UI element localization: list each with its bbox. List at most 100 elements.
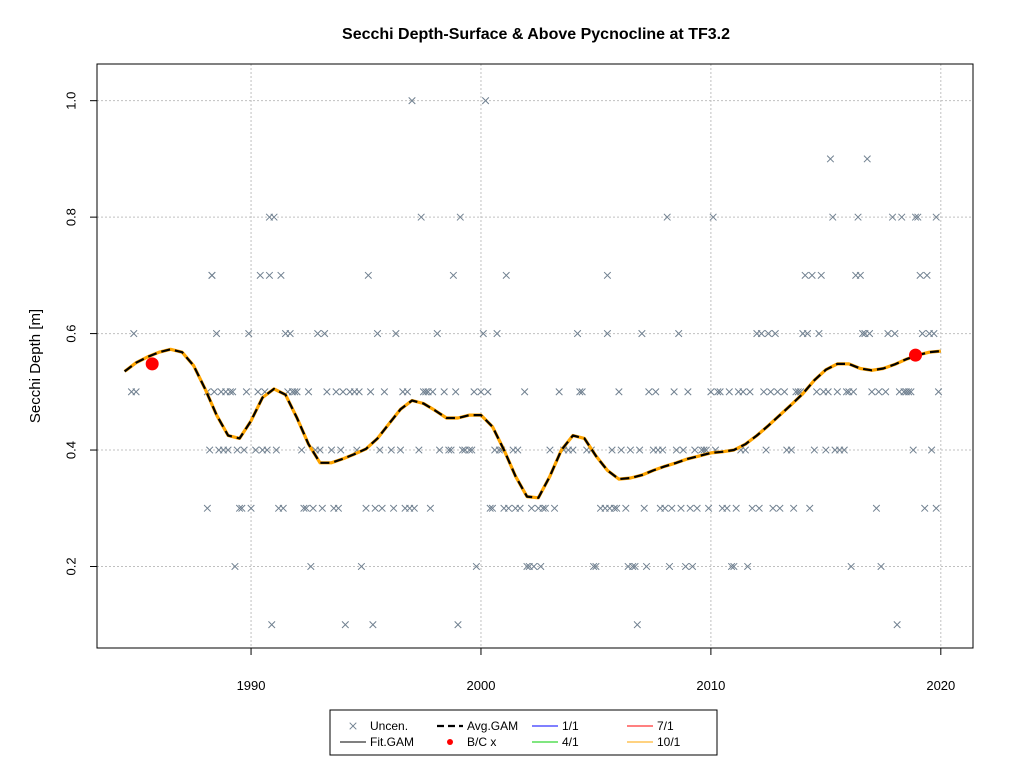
uncen-point: [904, 388, 913, 396]
uncen-point: [208, 271, 216, 280]
uncen-point-stroke: [224, 446, 232, 454]
uncen-point-stroke: [261, 388, 269, 396]
uncen-point: [790, 504, 798, 512]
uncen-point: [672, 446, 681, 454]
uncen-point: [318, 504, 326, 512]
uncen-point: [608, 446, 616, 454]
uncen-point-stroke: [516, 504, 524, 512]
uncen-point-stroke: [472, 562, 481, 571]
uncen-point-stroke: [858, 329, 867, 338]
uncen-point: [629, 562, 637, 571]
uncen-point: [693, 504, 701, 512]
uncen-point: [748, 504, 756, 512]
uncen-point: [314, 329, 322, 338]
uncen-point: [422, 388, 430, 396]
uncen-point: [872, 504, 881, 512]
uncen-point: [247, 504, 255, 512]
uncen-point: [780, 388, 789, 396]
uncen-point: [541, 504, 550, 512]
uncen-point: [447, 446, 455, 454]
uncen-point: [700, 446, 708, 454]
uncen-point-stroke: [369, 621, 377, 629]
uncen-point-stroke: [410, 504, 418, 512]
uncen-point: [868, 388, 876, 396]
uncen-point-stroke: [796, 388, 805, 396]
uncen-point-stroke: [366, 388, 375, 396]
uncen-point: [884, 329, 892, 338]
y-axis: 0.2 0.4 0.6 0.8 1.0: [64, 92, 97, 576]
uncen-point-stroke: [622, 504, 630, 512]
uncen-point: [520, 388, 529, 396]
uncen-point-stroke: [247, 504, 255, 512]
uncen-point-stroke: [767, 388, 775, 396]
uncen-point: [603, 329, 612, 338]
uncen-point-stroke: [932, 213, 940, 221]
uncen-point-stroke: [824, 388, 832, 396]
uncen-point: [228, 388, 237, 396]
uncen-point: [881, 388, 890, 396]
uncen-point-stroke: [610, 504, 618, 512]
plot-frame: [96, 63, 974, 649]
uncen-point: [477, 388, 485, 396]
uncen-point: [576, 388, 584, 396]
uncen-point-stroke: [914, 213, 922, 221]
uncen-point: [677, 504, 685, 512]
uncen-point-stroke: [592, 562, 600, 571]
uncen-point: [238, 504, 246, 512]
uncen-point-stroke: [203, 504, 212, 512]
uncen-point-stroke: [617, 446, 625, 454]
uncen-point: [817, 271, 825, 280]
uncen-point: [251, 446, 260, 454]
uncen-point-stroke: [364, 271, 372, 280]
uncen-point-stroke: [808, 271, 816, 280]
uncen-point-stroke: [392, 329, 400, 338]
uncen-point: [707, 388, 715, 396]
uncen-point-stroke: [589, 562, 598, 571]
uncen-point-stroke: [603, 329, 612, 338]
uncen-point-stroke: [725, 388, 733, 396]
uncen-point: [256, 271, 264, 280]
uncen-point-stroke: [132, 388, 140, 396]
legend-label: 7/1: [657, 719, 674, 733]
uncen-point: [645, 388, 653, 396]
uncen-point: [725, 388, 733, 396]
uncen-point-stroke: [415, 446, 423, 454]
uncen-point: [610, 504, 618, 512]
uncen-point-stroke: [854, 213, 862, 221]
uncen-point-stroke: [465, 446, 474, 454]
uncen-point: [380, 388, 389, 396]
uncen-point-stroke: [744, 562, 752, 571]
uncen-point-stroke: [445, 446, 453, 454]
uncen-point: [911, 213, 920, 221]
uncen-point: [341, 621, 349, 629]
uncen-point-stroke: [803, 329, 812, 338]
y-tick-label: 0.2: [64, 557, 79, 575]
uncen-point-stroke: [923, 271, 931, 280]
uncen-point-stroke: [380, 388, 389, 396]
uncen-point: [787, 446, 796, 454]
uncen-point-stroke: [316, 446, 324, 454]
uncen-point: [454, 621, 462, 629]
uncen-point: [856, 271, 864, 280]
uncen-point: [226, 388, 235, 396]
uncen-point: [840, 446, 848, 454]
uncen-point: [668, 504, 676, 512]
x-tick-label: 2000: [467, 678, 496, 693]
uncen-point: [865, 329, 874, 338]
uncen-point-stroke: [456, 213, 464, 221]
bc-points: [145, 348, 923, 371]
uncen-point-stroke: [320, 329, 329, 338]
uncen-point: [808, 271, 816, 280]
uncen-point-stroke: [934, 388, 943, 396]
uncen-point: [458, 446, 467, 454]
uncen-point-stroke: [327, 446, 336, 454]
uncen-point: [589, 562, 598, 571]
uncen-point: [592, 562, 600, 571]
uncen-point-stroke: [603, 271, 612, 280]
uncen-point: [842, 388, 851, 396]
uncen-point-stroke: [642, 562, 651, 571]
uncen-point-stroke: [279, 504, 287, 512]
uncen-point: [875, 388, 883, 396]
uncen-point-stroke: [608, 446, 616, 454]
uncen-point-stroke: [833, 388, 842, 396]
